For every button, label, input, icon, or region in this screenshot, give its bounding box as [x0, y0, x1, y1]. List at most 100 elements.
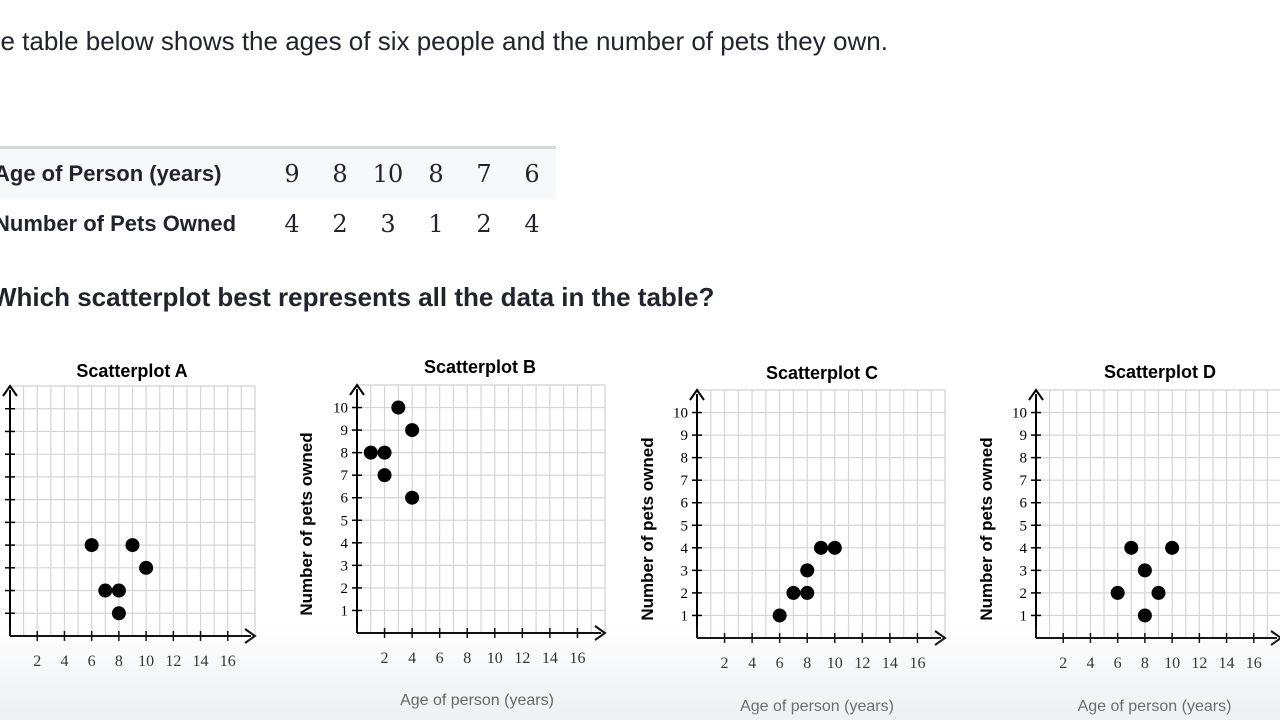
- x-tick-label: 2: [33, 653, 41, 670]
- x-tick-label: 16: [220, 653, 236, 670]
- data-point: [814, 540, 828, 555]
- x-tick-label: 10: [487, 650, 503, 667]
- x-axis-label: Age of person (years): [740, 698, 894, 715]
- y-axis-arrow: [2, 384, 18, 397]
- data-point: [84, 538, 99, 553]
- y-tick-label: 7: [681, 473, 689, 489]
- table-cell: 9: [284, 160, 300, 188]
- x-tick-label: 8: [463, 650, 471, 667]
- x-tick-label: 8: [115, 653, 123, 670]
- y-tick-label: 2: [1020, 586, 1028, 602]
- y-tick-label: 8: [1020, 451, 1028, 467]
- table-row-age: Age of Person (years) 9 8 10 8 7 6: [0, 147, 557, 199]
- data-point: [405, 423, 420, 438]
- y-axis-label: Number of pets owned: [638, 437, 657, 620]
- table-cell: 8: [332, 160, 348, 188]
- data-point: [405, 490, 420, 505]
- x-tick-label: 14: [542, 650, 558, 667]
- x-tick-label: 16: [909, 655, 925, 672]
- data-point: [98, 583, 113, 598]
- x-tick-label: 14: [882, 655, 898, 672]
- data-point: [800, 585, 815, 600]
- x-tick-label: 6: [436, 650, 444, 667]
- x-tick-label: 12: [854, 655, 870, 672]
- data-point: [1137, 563, 1152, 578]
- data-point: [377, 468, 392, 483]
- x-tick-label: 16: [569, 650, 585, 667]
- y-tick-label: 9: [1020, 428, 1028, 444]
- data-point: [139, 560, 154, 575]
- y-tick-label: 2: [341, 581, 349, 597]
- y-tick-label: 6: [341, 491, 349, 507]
- y-tick-label: 5: [681, 518, 689, 534]
- x-tick-label: 12: [1191, 655, 1207, 672]
- y-tick-label: 10: [333, 401, 348, 417]
- y-tick-label: 6: [681, 496, 689, 512]
- y-tick-label: 4: [341, 536, 349, 552]
- table-cell: 4: [524, 210, 540, 238]
- table-cell: 3: [380, 210, 396, 238]
- x-tick-label: 6: [1114, 655, 1122, 672]
- table-cell: 2: [332, 210, 348, 238]
- x-axis-label: Age of person (years): [1078, 698, 1232, 715]
- y-axis-label: Number of pets owned: [297, 432, 316, 615]
- x-tick-label: 10: [1164, 655, 1180, 672]
- table-cell: 1: [428, 210, 444, 238]
- y-tick-label: 3: [1020, 563, 1028, 579]
- x-tick-label: 6: [88, 653, 96, 670]
- x-axis-label: Age of person (years): [400, 692, 554, 709]
- x-tick-label: 10: [827, 655, 843, 672]
- y-tick-label: 1: [341, 603, 349, 619]
- data-point: [377, 445, 392, 460]
- y-tick-label: 8: [681, 451, 689, 467]
- data-point: [111, 606, 126, 621]
- table-cell: 10: [372, 160, 404, 188]
- y-axis-label: Number of pets owned: [977, 437, 996, 620]
- data-point: [1124, 540, 1139, 555]
- y-tick-label: 7: [341, 468, 349, 484]
- y-tick-label: 3: [681, 563, 689, 579]
- y-tick-label: 3: [341, 558, 349, 574]
- data-point: [827, 540, 842, 555]
- scatterplot-title: Scatterplot A: [76, 361, 187, 381]
- question-text: Which scatterplot best represents all th…: [0, 282, 715, 312]
- data-point: [125, 538, 140, 553]
- data-point: [1151, 585, 1166, 600]
- table-cell: 6: [524, 160, 540, 188]
- y-axis-arrow: [1028, 388, 1044, 401]
- row-header-pets: Number of Pets Owned: [0, 211, 237, 236]
- table-cell: 8: [428, 160, 444, 188]
- data-point: [786, 585, 801, 600]
- data-point: [1137, 608, 1152, 623]
- x-tick-label: 2: [721, 655, 729, 672]
- y-tick-label: 6: [1020, 496, 1028, 512]
- y-tick-label: 4: [1020, 541, 1028, 557]
- data-point: [772, 608, 787, 623]
- table-cell: 2: [476, 210, 492, 238]
- x-tick-label: 10: [138, 653, 154, 670]
- data-point: [363, 445, 378, 460]
- table-cell: 7: [476, 160, 492, 188]
- x-tick-label: 4: [1086, 655, 1094, 672]
- x-tick-label: 14: [193, 653, 209, 670]
- y-tick-label: 10: [673, 406, 688, 422]
- scatterplot-a: 2 4 6 8 10 12 14 16 Scatterplot A: [2, 361, 257, 670]
- x-tick-label: 14: [1219, 655, 1235, 672]
- y-tick-label: 10: [1012, 406, 1027, 422]
- question-prompt: he table below shows the ages of six peo…: [0, 26, 888, 56]
- scatterplot-title: Scatterplot D: [1104, 362, 1216, 382]
- data-point: [111, 583, 126, 598]
- data-point: [1165, 540, 1180, 555]
- x-tick-label: 4: [60, 653, 68, 670]
- x-tick-label: 6: [776, 655, 784, 672]
- table-row-pets: Number of Pets Owned 4 2 3 1 2 4: [0, 199, 556, 249]
- age-pets-table: Age of Person (years) 9 8 10 8 7 6 Numbe…: [0, 146, 557, 249]
- x-tick-label: 2: [1059, 655, 1067, 672]
- data-point: [1110, 585, 1125, 600]
- x-tick-label: 8: [803, 655, 811, 672]
- x-tick-label: 12: [514, 650, 530, 667]
